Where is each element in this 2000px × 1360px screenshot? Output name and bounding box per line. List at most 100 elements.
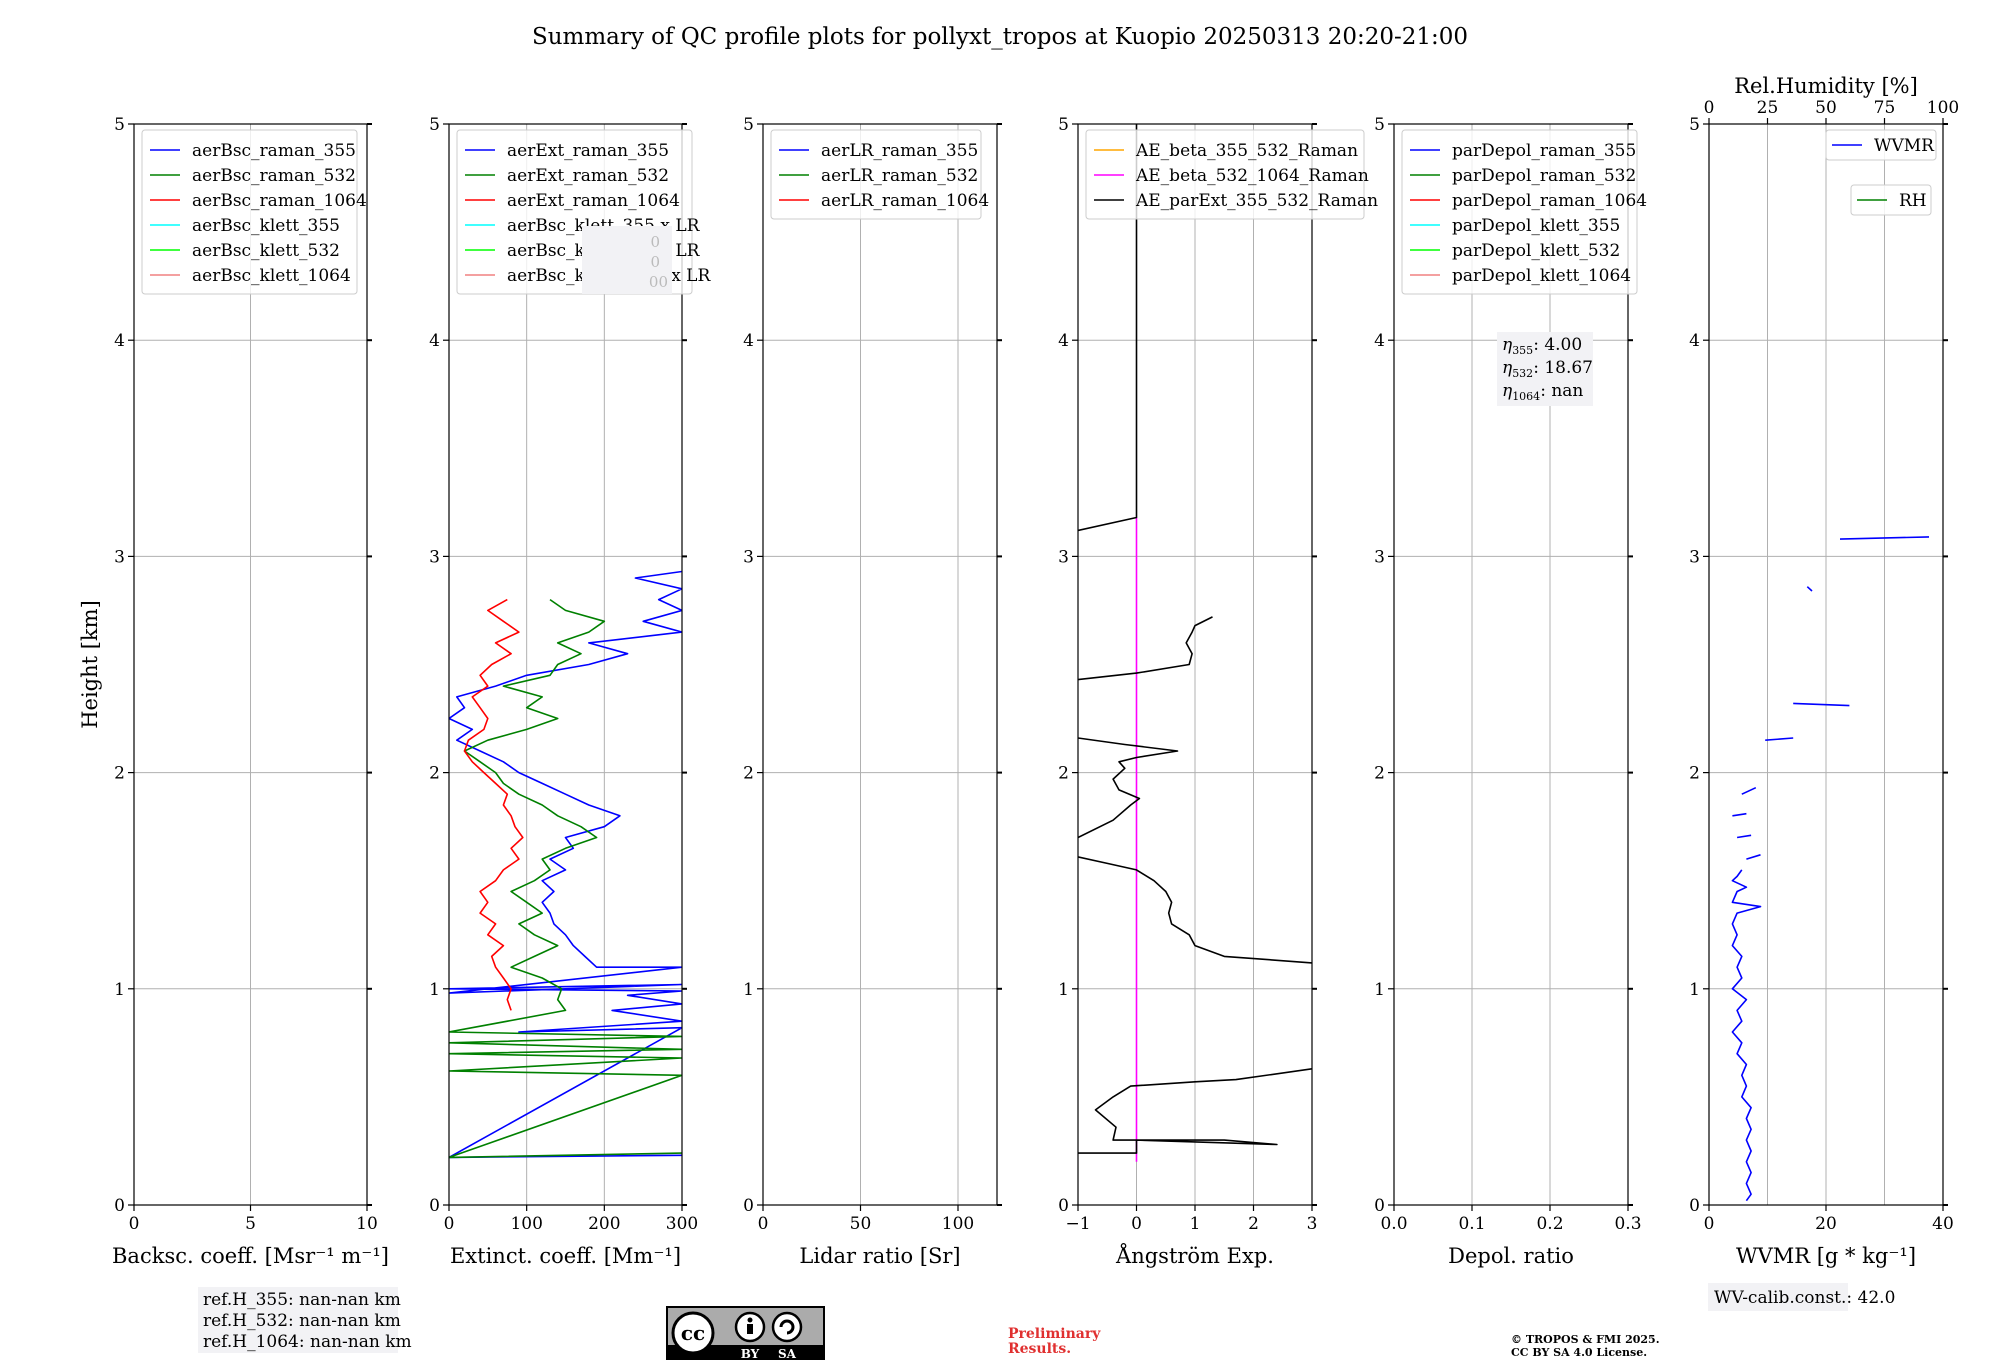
x-axis-label: Extinct. coeff. [Mm⁻¹] (450, 1244, 681, 1268)
y-tick-label: 3 (114, 547, 125, 567)
y-tick-label: 0 (429, 1196, 440, 1216)
legend: AE_beta_355_532_Raman AE_beta_532_1064_Ra… (1085, 129, 1378, 220)
eta-line: η1064: nan (1502, 381, 1583, 403)
x-tick-label: 50 (850, 1214, 872, 1234)
y-tick-label: 1 (1689, 980, 1700, 1000)
x-tick-label: 0 (1704, 1214, 1715, 1234)
x-axis-label: Ångström Exp. (1115, 1243, 1274, 1268)
y-tick-label: 2 (1689, 764, 1700, 784)
x-axis-label: Lidar ratio [Sr] (799, 1244, 960, 1268)
x-tick-label: 40 (1932, 1214, 1954, 1234)
sa-sharealike-icon (771, 1311, 803, 1343)
series-line (463, 598, 524, 1011)
legend-label: aerLR_raman_1064 (821, 191, 989, 211)
ref-height-line: ref.H_532: nan-nan km (203, 1311, 401, 1331)
x-tick-label: 0.0 (1380, 1214, 1407, 1234)
y-tick-label: 3 (1058, 547, 1069, 567)
legend-box (1401, 129, 1638, 295)
series-line (1078, 1068, 1312, 1154)
legend: aerBsc_raman_355 aerBsc_raman_532 aerBsc_r… (141, 129, 367, 295)
y-tick-label: 2 (1374, 764, 1385, 784)
series-line (1741, 786, 1757, 795)
y-tick-label: 2 (429, 764, 440, 784)
y-tick-label: 2 (743, 764, 754, 784)
x-tick-label: 0 (758, 1214, 769, 1234)
y-tick-label: 0 (1374, 1196, 1385, 1216)
y-tick-label: 5 (743, 115, 754, 135)
series-line (1736, 834, 1752, 839)
y-axis-label: Height [km] (78, 600, 102, 729)
y-tick-label: 4 (743, 331, 754, 351)
x-tick-label: 0.3 (1614, 1214, 1641, 1234)
eta-box: η355: 4.00 η532: 18.67 η1064: nan (1497, 332, 1593, 406)
series-line (449, 598, 682, 1159)
x-tick-label: 0 (1131, 1214, 1142, 1234)
y-tick-label: 4 (1058, 331, 1069, 351)
x-tick-label: 0.1 (1458, 1214, 1485, 1234)
legend-label: aerBsc_klett_355 (192, 216, 340, 236)
series-group (1078, 124, 1312, 1162)
legend-label: aerLR_raman_355 (821, 141, 978, 161)
legend-label: parDepol_klett_1064 (1452, 266, 1631, 286)
x-tick-label: −1 (1065, 1214, 1090, 1234)
preliminary-line: Preliminary (1008, 1326, 1101, 1342)
y-tick-label: 4 (1689, 331, 1700, 351)
ext-overlay-text: 0 0 00 (582, 226, 672, 294)
legend-box (770, 129, 982, 220)
legend-label: parDepol_klett_532 (1452, 241, 1620, 261)
cc-icon (671, 1311, 715, 1355)
y-tick-label: 1 (1374, 980, 1385, 1000)
x-tick-label: 3 (1307, 1214, 1318, 1234)
gridlines (762, 123, 997, 1206)
cc-icon-label: cc (681, 1321, 705, 1345)
x-tick-label: 20 (1815, 1214, 1837, 1234)
y-tick-label: 5 (429, 115, 440, 135)
legend-box (1825, 129, 1937, 161)
y-tick-label: 3 (429, 547, 440, 567)
ref-height-box: ref.H_355: nan-nan km ref.H_532: nan-nan… (198, 1287, 412, 1353)
series-line (1765, 737, 1794, 741)
x2-axis-label: Rel.Humidity [%] (1734, 74, 1918, 98)
legend-label: parDepol_raman_355 (1452, 141, 1636, 161)
legend: WVMR RH (1825, 129, 1937, 216)
gridlines (1077, 123, 1313, 1206)
y-tick-label: 0 (1058, 1196, 1069, 1216)
x-tick-label: 10 (356, 1214, 378, 1234)
x-tick-label: 100 (942, 1214, 974, 1234)
legend-label: parDepol_klett_355 (1452, 216, 1620, 236)
y-tick-label: 4 (429, 331, 440, 351)
legend: parDepol_raman_355 parDepol_raman_532 parD… (1401, 129, 1647, 295)
x-tick-label: 300 (666, 1214, 698, 1234)
axes-frame (448, 123, 683, 1206)
x-tick-label: 200 (588, 1214, 620, 1234)
legend-label: aerBsc_klett_532 (192, 241, 340, 261)
x2-tick-label: 25 (1757, 98, 1779, 118)
legend-box (141, 129, 358, 295)
series-group (449, 570, 682, 1159)
legend-box (1850, 184, 1932, 216)
x-tick-label: 5 (245, 1214, 256, 1234)
y-tick-label: 1 (743, 980, 754, 1000)
y-tick-label: 2 (114, 764, 125, 784)
series-line (1793, 702, 1850, 707)
y-tick-label: 5 (114, 115, 125, 135)
x-tick-label: 2 (1248, 1214, 1259, 1234)
legend-box (1085, 129, 1365, 220)
series-line (1078, 616, 1213, 681)
y-tick-label: 4 (114, 331, 125, 351)
preliminary-line: Results. (1008, 1341, 1071, 1357)
legend-label: parDepol_raman_1064 (1452, 191, 1647, 211)
y-tick-label: 5 (1689, 115, 1700, 135)
sa-label: SA (778, 1347, 797, 1360)
legend-label: parDepol_raman_532 (1452, 166, 1636, 186)
y-tick-label: 1 (429, 980, 440, 1000)
copyright-notice: © TROPOS & FMI 2025. CC BY SA 4.0 Licens… (1511, 1333, 1660, 1359)
legend-label: AE_beta_355_532_Raman (1135, 141, 1358, 161)
panel-depol: 0.0 0.1 0.2 0.3 0 1 2 3 4 5 Depol. ratio parDepol_r… (1374, 115, 1647, 1268)
x2-tick-label: 75 (1874, 98, 1896, 118)
ref-height-line: ref.H_1064: nan-nan km (203, 1332, 412, 1352)
y-tick-label: 3 (1689, 547, 1700, 567)
